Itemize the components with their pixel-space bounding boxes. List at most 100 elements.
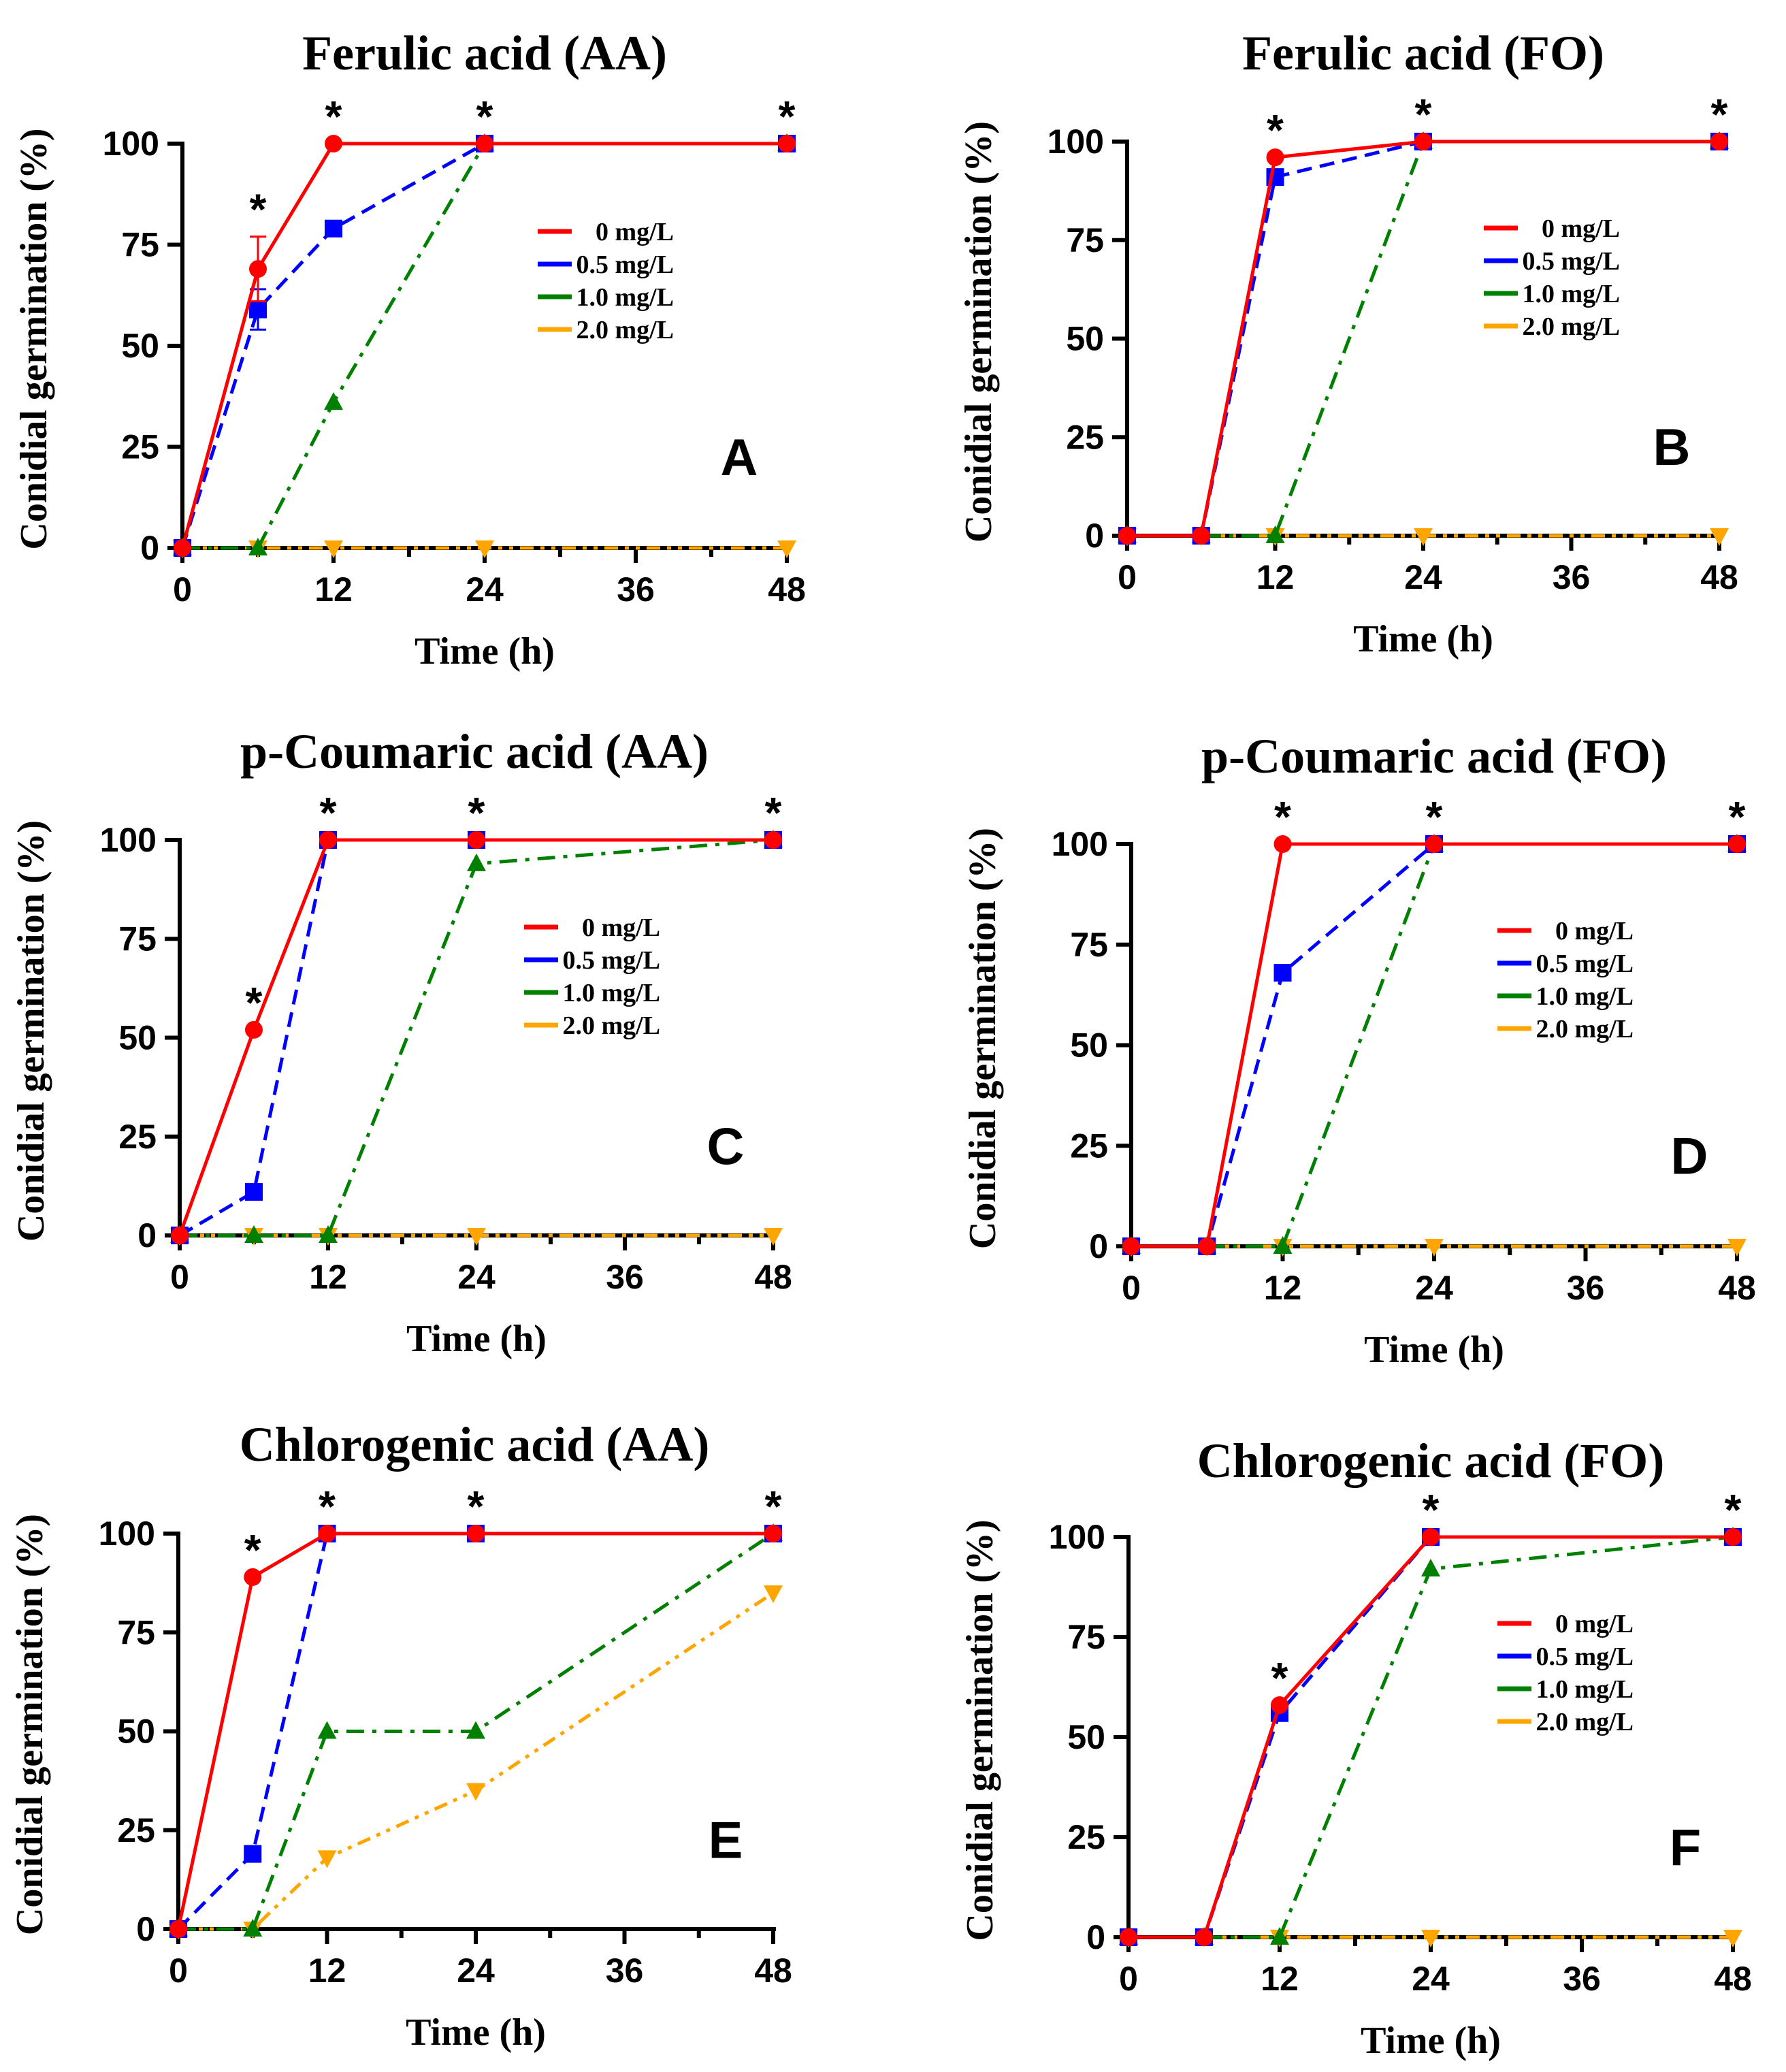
y-tick-label: 75	[121, 226, 159, 264]
x-axis-label: Time (h)	[415, 630, 555, 673]
legend-label: 0 mg/L	[582, 913, 660, 942]
y-tick-label: 50	[1067, 1718, 1105, 1756]
series-line	[1131, 842, 1737, 1248]
panel-letter: C	[707, 1118, 745, 1176]
y-tick-label: 25	[1067, 1818, 1105, 1856]
y-axis-label: Conidial germination (%)	[13, 128, 55, 549]
y-tick-label: 75	[118, 920, 157, 958]
x-tick-label: 24	[457, 1258, 496, 1296]
chart-title: Ferulic acid (FO)	[1242, 26, 1604, 80]
data-point	[319, 1225, 338, 1243]
data-point	[1273, 964, 1292, 982]
data-point	[778, 135, 796, 152]
data-point	[169, 1920, 187, 1938]
x-tick-label: 0	[169, 1952, 188, 1990]
series-line	[178, 1532, 775, 1931]
panel-e: Chlorogenic acid (AA) 0 25 50 75 100 0 12 24 36 48…	[9, 1417, 792, 2054]
data-point	[1192, 527, 1210, 545]
series-line	[1131, 842, 1737, 1248]
panel-b: Ferulic acid (FO) 0 25 50 75 100 0 12 24 36 48 Time…	[958, 26, 1738, 660]
data-point	[243, 1919, 263, 1937]
legend: 0 mg/L 0.5 mg/L 1.0 mg/L 2.0 mg/L	[538, 218, 674, 344]
significance-asterisk: *	[1415, 90, 1432, 139]
series-line	[180, 838, 774, 1237]
legend-label: 2.0 mg/L	[576, 316, 674, 344]
y-tick-label: 50	[1070, 1026, 1108, 1065]
x-tick-label: 12	[308, 1952, 346, 1990]
legend: 0 mg/L 0.5 mg/L 1.0 mg/L 2.0 mg/L	[1497, 917, 1634, 1043]
significance-asterisk: *	[1725, 1485, 1742, 1534]
data-point	[1425, 835, 1443, 853]
series-s20	[169, 1585, 783, 1939]
y-tick-label: 100	[99, 1515, 155, 1553]
data-point	[467, 853, 486, 871]
significance-asterisk: *	[1271, 1653, 1288, 1702]
series-line	[1127, 140, 1719, 538]
y-tick-label: 75	[1066, 221, 1104, 259]
series-line	[180, 142, 787, 549]
legend-label: 0 mg/L	[1555, 1610, 1634, 1638]
x-tick-label: 48	[768, 570, 806, 609]
data-point	[1414, 528, 1433, 546]
data-point	[764, 831, 782, 849]
significance-asterisk: *	[1267, 106, 1284, 155]
legend-label: 2.0 mg/L	[1522, 312, 1620, 341]
panel-letter: A	[721, 429, 758, 487]
x-tick-label: 48	[1714, 1960, 1752, 1998]
chart-title: Chlorogenic acid (AA)	[240, 1417, 710, 1472]
series-s0	[171, 831, 782, 1244]
legend-label: 0.5 mg/L	[1536, 1642, 1634, 1671]
significance-asterisk: *	[325, 92, 342, 141]
x-tick-label: 12	[314, 570, 353, 609]
y-tick-label: 0	[137, 1216, 157, 1254]
data-point	[324, 540, 343, 558]
series-line	[1127, 140, 1719, 538]
x-tick-label: 36	[617, 570, 655, 609]
legend-label: 0 mg/L	[1542, 214, 1620, 243]
data-point	[249, 300, 267, 319]
data-point	[317, 1721, 337, 1739]
data-point	[1118, 527, 1136, 545]
series-line	[178, 838, 773, 1237]
data-point	[1710, 133, 1728, 150]
data-point	[764, 1525, 782, 1542]
y-tick-label: 25	[118, 1118, 157, 1156]
data-point	[1198, 1237, 1216, 1255]
data-point	[324, 392, 343, 410]
x-tick-label: 48	[1700, 558, 1738, 596]
significance-asterisk: *	[246, 978, 263, 1027]
data-point	[245, 1183, 263, 1201]
significance-asterisk: *	[319, 1482, 336, 1531]
data-point	[475, 540, 494, 558]
x-axis-label: Time (h)	[1361, 2020, 1501, 2062]
significance-asterisk: *	[476, 92, 493, 141]
legend: 0 mg/L 0.5 mg/L 1.0 mg/L 2.0 mg/L	[1497, 1610, 1634, 1736]
legend-label: 0 mg/L	[1555, 917, 1634, 945]
data-point	[1425, 1239, 1444, 1257]
data-point	[1120, 1928, 1137, 1946]
data-point	[1266, 148, 1284, 167]
series-s05	[1118, 133, 1728, 545]
series-s10	[169, 1523, 783, 1937]
data-point	[764, 1228, 783, 1246]
series-s05	[1120, 1528, 1742, 1946]
y-axis-label: Conidial germination (%)	[959, 1519, 1001, 1941]
legend-label: 1.0 mg/L	[562, 979, 660, 1007]
y-tick-label: 25	[121, 428, 159, 466]
panel-letter: F	[1670, 1819, 1701, 1877]
significance-asterisk: *	[320, 788, 337, 837]
y-tick-label: 75	[1070, 926, 1108, 964]
significance-asterisk: *	[1711, 90, 1728, 139]
panel-c: p-Coumaric acid (AA) 0 25 50 75 100 0 12 24 36 48 T…	[10, 724, 792, 1360]
y-tick-label: 50	[117, 1713, 155, 1751]
y-axis-label: Conidial germination (%)	[9, 1514, 51, 1935]
panel-letter: B	[1653, 419, 1691, 476]
y-tick-label: 0	[136, 1910, 155, 1948]
x-tick-label: 0	[173, 570, 192, 609]
panel-d: p-Coumaric acid (FO) 0 25 50 75 100 0 12 24 36 48 T…	[962, 729, 1756, 1371]
legend: 0 mg/L 0.5 mg/L 1.0 mg/L 2.0 mg/L	[1484, 214, 1620, 341]
data-point	[466, 1721, 485, 1739]
legend-label: 0.5 mg/L	[562, 946, 660, 975]
y-tick-label: 100	[103, 125, 159, 163]
significance-asterisk: *	[244, 1525, 261, 1574]
